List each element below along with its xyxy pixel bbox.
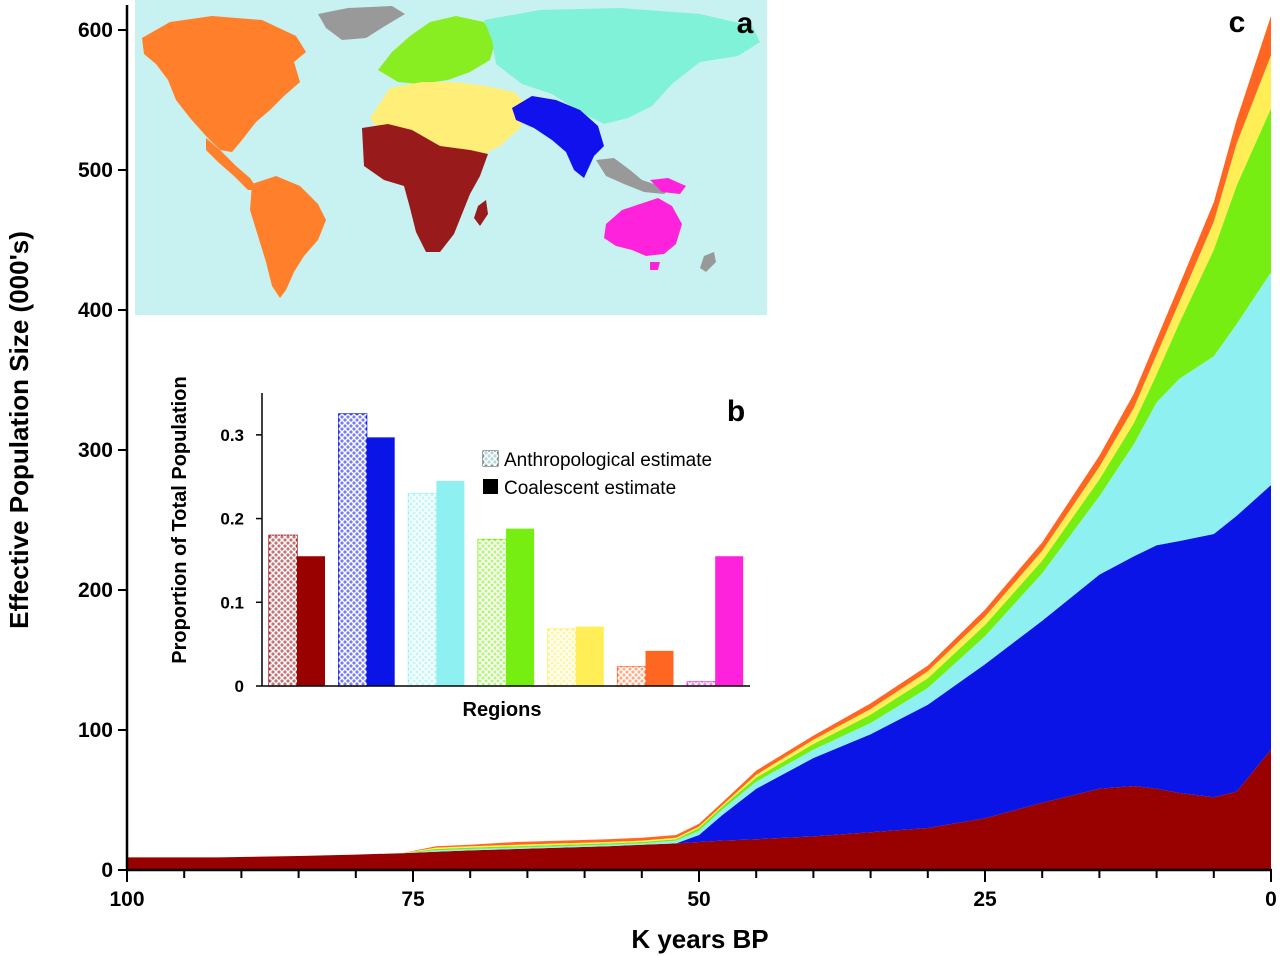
map-region-new-zealand [700,252,716,272]
bar-coalescent-1 [366,437,395,686]
bar-coalescent-2 [436,480,465,686]
inset-legend: Anthropological estimate Coalescent esti… [482,450,712,499]
legend-entry-coalescent: Coalescent estimate [504,478,676,499]
inset-x-axis-title: Regions [463,699,542,721]
x-tick-label: 0 [1265,888,1277,911]
inset-y-tick-label: 0.3 [220,426,244,445]
x-tick-label: 75 [401,888,425,911]
map-region-madagascar [474,200,488,226]
bar-anthropological-hatch-2 [408,493,437,686]
bar-coalescent-5 [645,650,674,686]
stacked-area-chart: 0 100 200 300 400 500 600 100 75 50 25 0 K years B… [4,5,1277,954]
x-axis-title: K years BP [631,924,768,954]
bar-coalescent-0 [297,556,325,686]
bar-anthropological-hatch-4 [547,629,576,686]
legend-swatch-coalescent [483,479,498,494]
map-region-tasmania [650,262,660,270]
bar-anthropological-hatch-6 [687,681,716,686]
map-region-greenland [318,6,405,40]
y-tick-label: 500 [78,159,113,182]
inset-bar-chart: 0 0.1 0.2 0.3 Regions Proportion of Total P… [169,376,750,721]
y-tick-label: 100 [78,719,113,742]
y-tick-label: 0 [101,859,113,882]
area-series-1 [127,485,1271,858]
x-axis-ticks: 100 75 50 25 0 [109,870,1277,911]
y-axis-ticks: 0 100 200 300 400 500 600 [78,19,127,882]
inset-y-axis-title: Proportion of Total Population [169,376,191,663]
area-series-group [127,16,1271,870]
map-region-south-asia [512,96,604,178]
y-tick-label: 300 [78,439,113,462]
panel-letter-b: b [727,395,745,428]
bar-anthropological-hatch-5 [617,666,646,686]
y-axis-title: Effective Population Size (000's) [4,231,34,629]
map-region-southeast-asia [596,158,672,194]
inset-y-tick-label: 0.1 [220,593,244,612]
map-region-north-america [142,16,306,152]
y-tick-label: 400 [78,299,113,322]
map-region-north-asia [484,8,760,124]
x-tick-label: 25 [973,888,997,911]
map-region-central-america [206,138,258,190]
world-map: a [135,0,767,315]
area-series-0 [127,749,1271,870]
bar-coalescent-4 [575,626,604,686]
panel-letter-a: a [737,7,754,40]
bar-anthropological-hatch-0 [269,535,297,686]
bar-coalescent-3 [506,528,535,686]
y-tick-label: 200 [78,579,113,602]
inset-y-tick-label: 0 [235,677,244,696]
map-region-south-america [250,176,326,298]
y-tick-label: 600 [78,19,113,42]
map-region-australia [604,198,682,256]
legend-swatch-anthropological-hatch [483,451,498,466]
legend-entry-anthropological: Anthropological estimate [504,450,712,471]
bar-anthropological-hatch-3 [478,539,507,686]
inset-y-ticks: 0 0.1 0.2 0.3 [220,426,262,696]
panel-letter-c: c [1229,6,1246,39]
map-region-new-guinea [650,178,686,194]
map-region-sub-saharan-africa [362,124,488,252]
bar-anthropological-hatch-1 [338,413,367,686]
x-tick-label: 50 [687,888,710,911]
x-tick-label: 100 [109,888,144,911]
bar-coalescent-6 [715,556,744,686]
inset-y-tick-label: 0.2 [220,510,244,529]
map-region-europe [378,16,496,84]
inset-bar-group [268,413,744,687]
